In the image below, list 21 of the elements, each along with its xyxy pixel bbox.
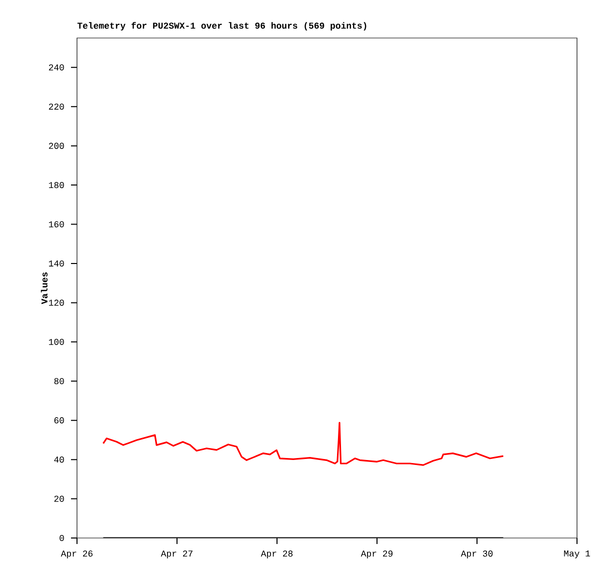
x-tick-label: Apr 30 [460, 550, 493, 558]
y-tick-label: 100 [48, 338, 64, 345]
y-tick-label: 200 [48, 142, 64, 149]
y-tick-label: 60 [54, 417, 64, 424]
y-tick-label: 80 [54, 378, 64, 384]
y-tick-label: 160 [48, 221, 64, 228]
y-tick-label: 220 [48, 104, 64, 110]
y-tick-label: 180 [48, 182, 64, 188]
y-axis-title: Values [40, 272, 48, 304]
y-tick-label: 20 [54, 496, 64, 502]
chart-title: Telemetry for PU2SWX-1 over last 96 hours (569 points) [77, 22, 366, 30]
y-tick-label: 0 [60, 534, 64, 542]
y-tick-label: 120 [48, 300, 64, 306]
x-tick-label: Apr 29 [360, 550, 393, 558]
x-tick-label: May 1 [564, 550, 590, 558]
x-tick-label: Apr 26 [60, 550, 93, 558]
x-tick-label: Apr 27 [160, 550, 192, 558]
x-tick-label: Apr 28 [260, 550, 293, 558]
y-tick-label: 40 [54, 456, 64, 463]
y-tick-label: 240 [48, 64, 64, 70]
y-tick-label: 140 [48, 260, 64, 267]
